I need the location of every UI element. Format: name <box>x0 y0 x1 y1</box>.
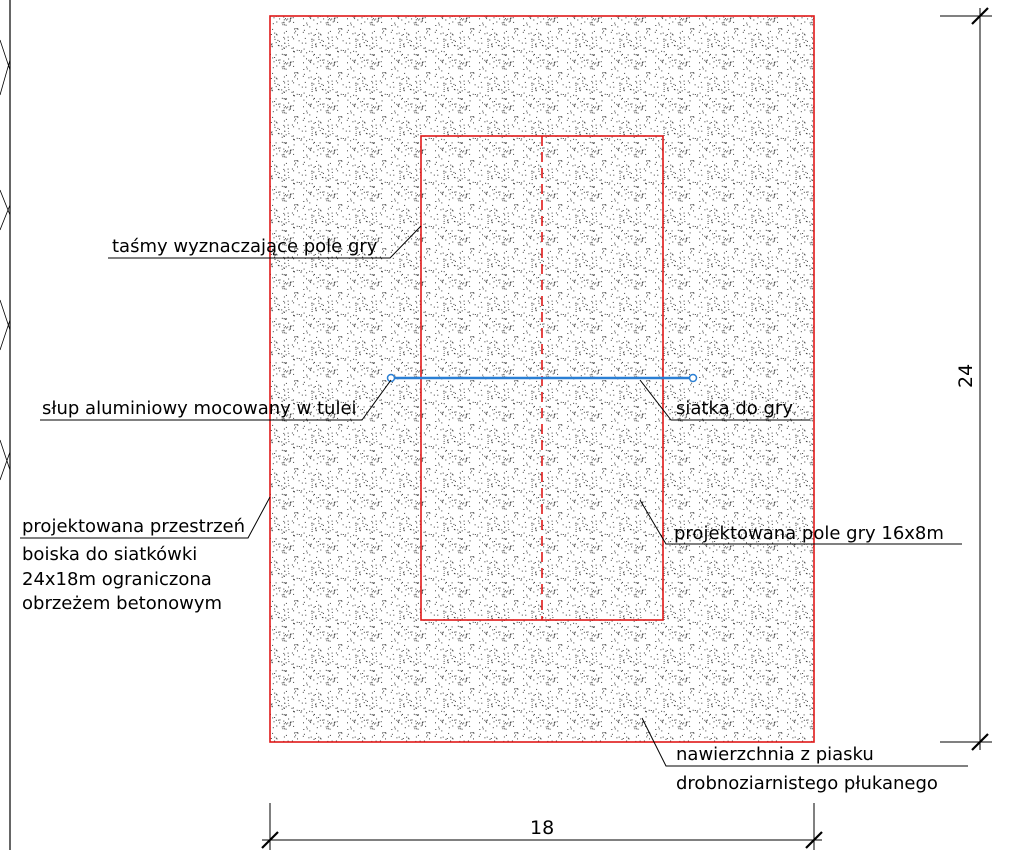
left-edge-hatch <box>0 39 11 481</box>
label-post: słup aluminiowy mocowany w tulei <box>42 398 357 419</box>
outer-boundary <box>269 15 815 743</box>
label-tape: taśmy wyznaczające pole gry <box>112 236 378 257</box>
leader-space <box>20 496 271 539</box>
label-space-line2: boiska do siatkówki <box>22 544 197 565</box>
label-surface-line2: drobnoziarnistego płukanego <box>676 773 938 794</box>
dimension-width-value: 18 <box>530 817 554 839</box>
label-space-line4: obrzeżem betonowym <box>22 593 222 614</box>
leader-court <box>639 499 962 545</box>
label-surface-line1: nawierzchnia z piasku <box>676 744 874 765</box>
leader-net <box>639 379 810 421</box>
dimension-length <box>940 7 992 751</box>
leader-tape <box>108 225 422 259</box>
label-court: projektowana pole gry 16x8m <box>674 523 944 544</box>
label-space-line3: 24x18m ograniczona <box>22 569 212 590</box>
net-post-left <box>386 373 396 383</box>
dimension-width <box>261 803 823 850</box>
leader-surface <box>641 717 968 767</box>
label-space-line1: projektowana przestrzeń <box>22 516 245 537</box>
leader-post <box>40 379 392 421</box>
label-net: siatka do gry <box>676 398 793 419</box>
dimension-length-value: 24 <box>955 364 977 388</box>
net-post-right <box>688 373 698 383</box>
